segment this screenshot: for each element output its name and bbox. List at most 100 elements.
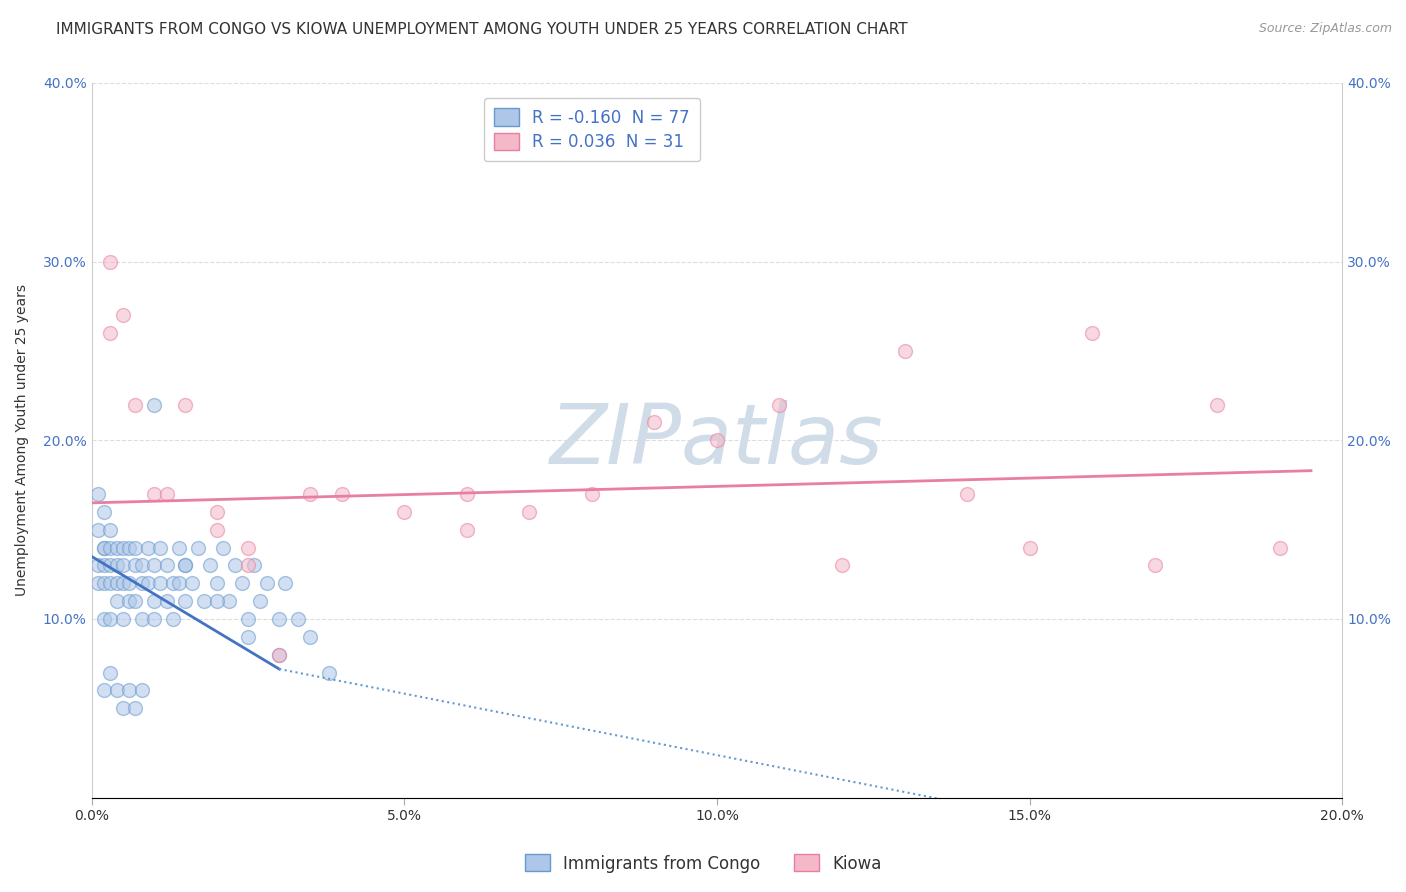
Point — [231, 576, 253, 591]
Text: Source: ZipAtlas.com: Source: ZipAtlas.com — [1258, 22, 1392, 36]
Point — [124, 594, 146, 608]
Point — [236, 630, 259, 644]
Point — [87, 576, 110, 591]
Point — [187, 541, 209, 555]
Point — [111, 558, 134, 573]
Point — [212, 541, 235, 555]
Point — [124, 541, 146, 555]
Point — [93, 541, 115, 555]
Point — [105, 541, 128, 555]
Point — [236, 612, 259, 626]
Point — [100, 326, 122, 340]
Point — [162, 612, 184, 626]
Point — [256, 576, 278, 591]
Point — [243, 558, 266, 573]
Point — [205, 505, 228, 519]
Point — [105, 683, 128, 698]
Point — [124, 558, 146, 573]
Point — [456, 523, 478, 537]
Point — [87, 523, 110, 537]
Point — [87, 558, 110, 573]
Point — [143, 558, 166, 573]
Point — [318, 665, 340, 680]
Point — [205, 523, 228, 537]
Point — [87, 40, 110, 54]
Point — [162, 576, 184, 591]
Point — [249, 594, 271, 608]
Point — [174, 558, 197, 573]
Point — [706, 434, 728, 448]
Point — [299, 630, 322, 644]
Point — [149, 576, 172, 591]
Point — [768, 398, 790, 412]
Point — [131, 558, 153, 573]
Point — [111, 612, 134, 626]
Point — [236, 558, 259, 573]
Point — [156, 558, 179, 573]
Point — [180, 576, 202, 591]
Point — [87, 487, 110, 501]
Point — [105, 576, 128, 591]
Point — [1268, 541, 1291, 555]
Point — [100, 558, 122, 573]
Point — [517, 505, 540, 519]
Point — [330, 487, 353, 501]
Y-axis label: Unemployment Among Youth under 25 years: Unemployment Among Youth under 25 years — [15, 285, 30, 597]
Point — [193, 594, 215, 608]
Point — [118, 683, 141, 698]
Point — [581, 487, 603, 501]
Point — [269, 648, 291, 662]
Point — [167, 576, 190, 591]
Point — [118, 594, 141, 608]
Point — [111, 541, 134, 555]
Point — [205, 576, 228, 591]
Text: ZIPatlas: ZIPatlas — [550, 400, 884, 481]
Point — [93, 505, 115, 519]
Point — [136, 576, 159, 591]
Point — [100, 254, 122, 268]
Point — [200, 558, 222, 573]
Point — [456, 487, 478, 501]
Point — [174, 398, 197, 412]
Point — [236, 541, 259, 555]
Point — [131, 576, 153, 591]
Point — [394, 505, 416, 519]
Point — [131, 612, 153, 626]
Point — [93, 576, 115, 591]
Point — [100, 523, 122, 537]
Point — [111, 576, 134, 591]
Point — [174, 594, 197, 608]
Point — [269, 648, 291, 662]
Point — [299, 487, 322, 501]
Point — [143, 487, 166, 501]
Point — [118, 541, 141, 555]
Point — [93, 558, 115, 573]
Legend: R = -0.160  N = 77, R = 0.036  N = 31: R = -0.160 N = 77, R = 0.036 N = 31 — [484, 98, 700, 161]
Point — [143, 398, 166, 412]
Point — [131, 683, 153, 698]
Point — [124, 398, 146, 412]
Point — [956, 487, 979, 501]
Point — [93, 541, 115, 555]
Point — [156, 487, 179, 501]
Point — [100, 665, 122, 680]
Legend: Immigrants from Congo, Kiowa: Immigrants from Congo, Kiowa — [517, 847, 889, 880]
Point — [124, 701, 146, 715]
Point — [1206, 398, 1229, 412]
Point — [100, 576, 122, 591]
Point — [93, 612, 115, 626]
Point — [111, 701, 134, 715]
Point — [643, 416, 665, 430]
Point — [143, 612, 166, 626]
Point — [1081, 326, 1104, 340]
Point — [1018, 541, 1040, 555]
Point — [218, 594, 240, 608]
Point — [143, 594, 166, 608]
Point — [167, 541, 190, 555]
Text: IMMIGRANTS FROM CONGO VS KIOWA UNEMPLOYMENT AMONG YOUTH UNDER 25 YEARS CORRELATI: IMMIGRANTS FROM CONGO VS KIOWA UNEMPLOYM… — [56, 22, 908, 37]
Point — [1143, 558, 1166, 573]
Point — [100, 612, 122, 626]
Point — [149, 541, 172, 555]
Point — [111, 308, 134, 322]
Point — [287, 612, 309, 626]
